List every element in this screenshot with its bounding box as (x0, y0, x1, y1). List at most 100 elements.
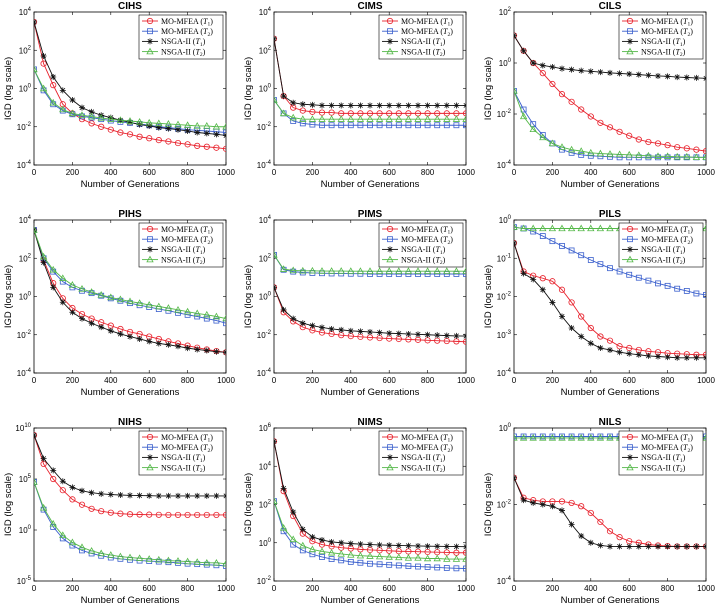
series-3 (514, 240, 706, 361)
data-point (558, 498, 566, 505)
data-point (49, 519, 57, 527)
x-tick-label: 200 (66, 584, 80, 593)
panel-pihs: PIHS 0 200 400 600 800 1000 10-4 10-2 100 102 104 Nu… (3, 209, 235, 398)
data-point (88, 320, 95, 327)
data-point (385, 115, 393, 122)
data-point (155, 119, 163, 127)
series-3 (274, 284, 466, 340)
data-point (539, 62, 546, 69)
series-line (274, 441, 466, 554)
data-point (366, 552, 374, 559)
data-point (615, 150, 624, 158)
y-tick-label: 10-4 (17, 368, 32, 378)
data-point (309, 101, 316, 108)
data-point (79, 547, 85, 554)
data-point (597, 518, 604, 526)
data-point (299, 107, 306, 114)
data-point (203, 310, 211, 318)
y-tick-label: 106 (259, 423, 272, 433)
data-point (664, 282, 671, 289)
data-point (635, 136, 642, 143)
data-point (558, 143, 566, 150)
data-point (386, 102, 393, 109)
legend: MO-MFEA (T1)MO-MFEA (T2)NSGA-II (T1)NSGA… (618, 222, 704, 268)
data-point (79, 487, 85, 494)
data-point (59, 478, 66, 485)
data-point (415, 331, 421, 338)
data-point (127, 119, 133, 126)
data-point (559, 65, 565, 72)
data-point (126, 297, 134, 305)
panel-cils: CILS 0 200 400 600 800 1000 10-4 10-2 100 102 Numbe… (483, 1, 715, 190)
legend-label: NSGA-II (T1) (161, 245, 206, 256)
series-4 (34, 65, 226, 130)
data-point (578, 433, 585, 440)
x-tick-label: 1000 (457, 376, 475, 385)
data-point (328, 122, 335, 129)
data-point (308, 545, 317, 553)
data-point (616, 534, 623, 541)
data-point (539, 224, 547, 232)
data-point (319, 536, 325, 543)
data-point (462, 555, 466, 562)
data-point (386, 561, 393, 568)
x-tick-label: 1000 (697, 376, 715, 385)
legend-label: MO-MFEA (T2) (641, 443, 693, 454)
data-point (587, 257, 594, 263)
data-point (356, 267, 365, 274)
data-point (655, 353, 661, 360)
data-point (357, 541, 364, 548)
data-point (50, 73, 57, 80)
data-point (404, 115, 413, 122)
y-axis-label: IGD (log scale) (483, 57, 494, 120)
data-point (577, 147, 585, 154)
data-point (290, 315, 297, 322)
y-tick-label: 104 (19, 215, 32, 225)
data-point (126, 131, 134, 138)
data-point (289, 266, 297, 274)
data-point (395, 562, 402, 569)
data-point (568, 521, 575, 528)
data-point (328, 538, 335, 545)
data-point (568, 499, 575, 507)
data-point (587, 434, 595, 441)
data-point (212, 122, 221, 130)
series-line (34, 229, 226, 353)
data-point (539, 233, 546, 239)
data-point (645, 138, 652, 146)
data-point (587, 113, 594, 120)
data-point (385, 553, 393, 560)
data-point (367, 328, 373, 335)
data-point (184, 511, 191, 519)
data-point (645, 72, 652, 79)
data-point (213, 131, 220, 138)
series-2 (274, 97, 466, 129)
data-point (443, 122, 450, 129)
data-point (514, 474, 517, 481)
legend-label: MO-MFEA (T1) (161, 433, 213, 444)
series-line (274, 500, 466, 569)
data-point (212, 558, 221, 566)
data-point (347, 551, 355, 558)
data-point (59, 299, 66, 306)
x-tick-label: 600 (623, 376, 637, 385)
data-point (443, 555, 451, 562)
data-point (587, 433, 594, 440)
series-line (274, 99, 466, 120)
chart-title: NIMS (358, 417, 383, 428)
data-point (175, 492, 181, 499)
legend-label: MO-MFEA (T1) (641, 17, 693, 28)
data-point (558, 91, 566, 98)
data-point (395, 122, 402, 129)
x-tick-label: 200 (66, 376, 80, 385)
x-tick-label: 600 (623, 168, 637, 177)
data-point (69, 496, 76, 503)
series-line (274, 99, 466, 126)
data-point (203, 143, 210, 150)
legend-label: NSGA-II (T1) (401, 453, 446, 464)
data-point (357, 102, 364, 109)
data-point (415, 563, 421, 570)
data-point (434, 102, 441, 109)
data-point (356, 115, 365, 122)
data-point (107, 293, 115, 301)
